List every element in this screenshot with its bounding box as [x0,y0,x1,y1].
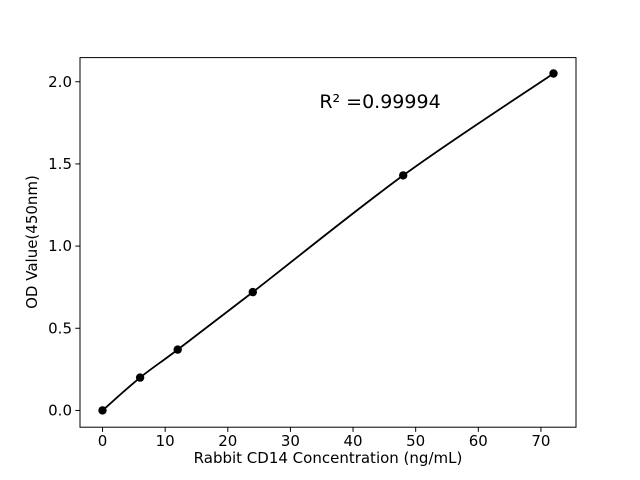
y-tick-label: 2.0 [48,73,72,91]
x-tick-label: 40 [344,432,363,450]
data-point [173,345,182,354]
plot-layer: 0 10 20 30 40 50 60 70 0.0 0.5 1.0 1.5 2.0 [48,57,577,450]
x-tick-label: 30 [281,432,300,450]
y-tick-label: 1.0 [48,237,72,255]
y-tick-label: 1.5 [48,155,72,173]
fit-line [101,72,555,412]
y-tick-label: 0.0 [48,401,72,419]
x-tick-label: 0 [98,432,108,450]
r-squared-annotation: R² =0.99994 [319,91,440,113]
data-point [549,69,558,78]
data-point [248,287,257,297]
x-tick-label: 20 [218,432,237,450]
x-tick-label: 70 [531,432,550,450]
y-tick-label: 0.5 [48,319,72,337]
data-point [399,171,408,180]
plot-frame [79,57,577,428]
x-tick-label: 50 [406,432,425,450]
x-tick-label: 60 [469,432,488,450]
data-point [135,373,145,382]
y-axis-label: OD Value(450nm) [23,175,41,309]
data-point [98,406,107,415]
x-tick-label: 10 [156,432,175,450]
x-axis-label: Rabbit CD14 Concentration (ng/mL) [194,449,463,467]
